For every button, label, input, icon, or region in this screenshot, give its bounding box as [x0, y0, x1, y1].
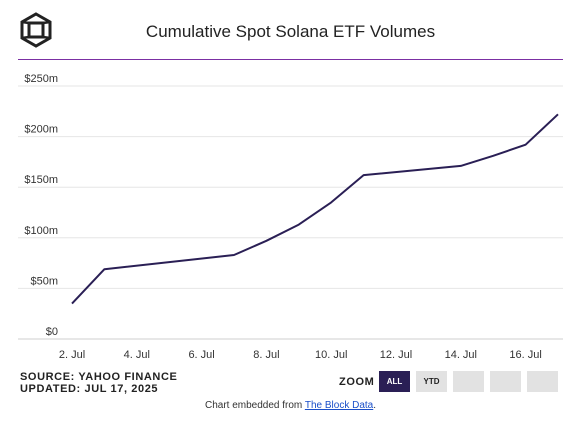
x-tick-label: 10. Jul: [315, 349, 347, 360]
zoom-all-button[interactable]: ALL: [379, 371, 410, 392]
the-block-data-link[interactable]: The Block Data: [304, 400, 374, 411]
x-tick-label: 4. Jul: [124, 349, 150, 360]
updated-label: UPDATED: JUL 17, 2025: [20, 383, 159, 395]
series-line: [71, 113, 559, 305]
x-tick-label: 6. Jul: [188, 349, 214, 360]
source-label: SOURCE: YAHOO FINANCE: [20, 371, 178, 383]
y-tick-label: $100m: [24, 225, 58, 237]
header-divider: [18, 59, 563, 60]
zoom-ytd-button[interactable]: YTD: [416, 371, 447, 392]
x-tick-label: 14. Jul: [445, 349, 477, 360]
y-tick-label: $0: [46, 326, 58, 338]
embed-suffix: .: [373, 400, 377, 411]
zoom-button-5[interactable]: [527, 371, 558, 392]
chart-title: Cumulative Spot Solana ETF Volumes: [145, 22, 436, 41]
y-tick-label: $50m: [30, 275, 58, 287]
zoom-button-4[interactable]: [490, 371, 521, 392]
the-block-logo-icon: [20, 12, 52, 48]
zoom-label: ZOOM: [339, 376, 375, 388]
line-chart: $0 $50m $100m $150m $200m $250m 2. Jul 4. Jul 6.…: [18, 73, 563, 360]
embed-prefix: Chart embedded from: [204, 400, 305, 411]
y-tick-label: $250m: [24, 73, 58, 85]
x-tick-label: 2. Jul: [59, 349, 85, 360]
y-tick-label: $150m: [24, 174, 58, 186]
embed-credit: Chart embedded from The Block Data.: [0, 400, 581, 411]
y-tick-label: $200m: [24, 124, 58, 136]
x-tick-label: 12. Jul: [380, 349, 412, 360]
x-tick-label: 8. Jul: [253, 349, 279, 360]
x-tick-label: 16. Jul: [509, 349, 541, 360]
zoom-button-3[interactable]: [453, 371, 484, 392]
